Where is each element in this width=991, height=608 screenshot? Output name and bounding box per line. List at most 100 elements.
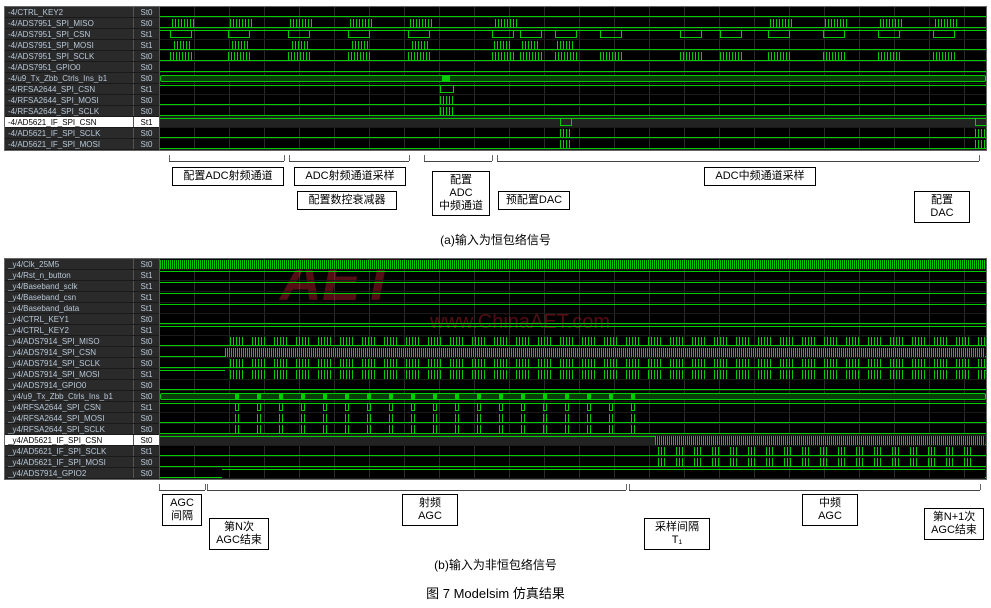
signal-row[interactable]: -4/ADS7951_SPI_MOSISt1 xyxy=(5,40,159,51)
signal-row[interactable]: _y4/CTRL_KEY1St0 xyxy=(5,314,159,325)
signal-row[interactable]: _y4/ADS7914_SPI_CSNSt0 xyxy=(5,347,159,358)
waveform-row[interactable] xyxy=(160,139,986,150)
signal-row[interactable]: _y4/ADS7914_SPI_SCLKSt0 xyxy=(5,358,159,369)
waveform-row[interactable] xyxy=(160,259,986,270)
annotations-a: 配置ADC射频通道ADC射频通道采样配置数控衰减器配置ADC 中频通道预配置DA… xyxy=(4,155,987,225)
signal-name: -4/CTRL_KEY2 xyxy=(5,7,133,17)
waveform-row[interactable] xyxy=(160,402,986,413)
signal-name: _y4/u9_Tx_Zbb_Ctrls_Ins_b1 xyxy=(5,391,133,401)
signal-name: _y4/Baseband_csn xyxy=(5,292,133,302)
waveform-row[interactable] xyxy=(160,468,986,479)
signal-row[interactable]: _y4/Baseband_csnSt1 xyxy=(5,292,159,303)
waveform-row[interactable] xyxy=(160,73,986,84)
waveform-row[interactable] xyxy=(160,62,986,73)
signal-value: St1 xyxy=(133,270,159,280)
signal-value: St0 xyxy=(133,139,159,149)
waveform-row[interactable] xyxy=(160,270,986,281)
signal-row[interactable]: _y4/ADS7914_GPIO2St0 xyxy=(5,468,159,479)
signal-row[interactable]: -4/RFSA2644_SPI_CSNSt1 xyxy=(5,84,159,95)
signal-value: St0 xyxy=(133,424,159,434)
span-tick xyxy=(979,155,980,161)
signal-row[interactable]: -4/ADS7951_SPI_MISOSt0 xyxy=(5,18,159,29)
signal-row[interactable]: _y4/Clk_25M5St0 xyxy=(5,259,159,270)
span-tick xyxy=(629,484,630,490)
waveform-row[interactable] xyxy=(160,457,986,468)
signal-name: _y4/AD5621_IF_SPI_SCLK xyxy=(5,446,133,456)
signal-row[interactable]: _y4/ADS7914_SPI_MOSISt1 xyxy=(5,369,159,380)
waveform-row[interactable] xyxy=(160,391,986,402)
signal-row[interactable]: -4/AD5621_IF_SPI_CSNSt1 xyxy=(5,117,159,128)
waveform-row[interactable] xyxy=(160,369,986,380)
waveform-row[interactable] xyxy=(160,29,986,40)
signal-row[interactable]: -4/ADS7951_GPIO0St0 xyxy=(5,62,159,73)
signal-row[interactable]: _y4/RFSA2644_SPI_MOSISt0 xyxy=(5,413,159,424)
waveform-row[interactable] xyxy=(160,435,986,446)
signal-row[interactable]: _y4/Baseband_dataSt1 xyxy=(5,303,159,314)
waveform-row[interactable] xyxy=(160,7,986,18)
signal-name: _y4/Baseband_data xyxy=(5,303,133,313)
signal-name: -4/ADS7951_SPI_MISO xyxy=(5,18,133,28)
signal-value: St1 xyxy=(133,292,159,302)
span-tick xyxy=(424,155,425,161)
waveform-row[interactable] xyxy=(160,336,986,347)
signal-row[interactable]: _y4/AD5621_IF_SPI_CSNSt0 xyxy=(5,435,159,446)
waveform-row[interactable] xyxy=(160,106,986,117)
waveform-row[interactable] xyxy=(160,303,986,314)
waveform-panel-b: _y4/Clk_25M5St0_y4/Rst_n_buttonSt1_y4/Ba… xyxy=(4,258,987,480)
annotation-box: 预配置DAC xyxy=(498,191,570,210)
signal-row[interactable]: _y4/u9_Tx_Zbb_Ctrls_Ins_b1St0 xyxy=(5,391,159,402)
signal-row[interactable]: _y4/ADS7914_SPI_MISOSt0 xyxy=(5,336,159,347)
waveform-row[interactable] xyxy=(160,128,986,139)
signal-row[interactable]: _y4/RFSA2644_SPI_SCLKSt0 xyxy=(5,424,159,435)
waveform-row[interactable] xyxy=(160,51,986,62)
signal-row[interactable]: _y4/RFSA2644_SPI_CSNSt1 xyxy=(5,402,159,413)
waveform-row[interactable] xyxy=(160,18,986,29)
annotation-box: 第N次 AGC结束 xyxy=(209,518,269,550)
waveform-row[interactable] xyxy=(160,358,986,369)
signal-row[interactable]: -4/ADS7951_SPI_CSNSt1 xyxy=(5,29,159,40)
signal-name: _y4/Rst_n_button xyxy=(5,270,133,280)
signal-row[interactable]: -4/AD5621_IF_SPI_SCLKSt0 xyxy=(5,128,159,139)
span-line xyxy=(424,161,492,162)
signal-name: -4/u9_Tx_Zbb_Ctrls_Ins_b1 xyxy=(5,73,133,83)
signal-row[interactable]: _y4/Rst_n_buttonSt1 xyxy=(5,270,159,281)
annotations-b: AGC 间隔第N次 AGC结束射频AGC采样间隔T₁中频AGC第N+1次 AGC… xyxy=(4,484,987,550)
waveform-row[interactable] xyxy=(160,314,986,325)
span-line xyxy=(497,161,979,162)
signal-row[interactable]: -4/CTRL_KEY2St0 xyxy=(5,7,159,18)
waveform-row[interactable] xyxy=(160,424,986,435)
signal-row[interactable]: _y4/AD5621_IF_SPI_SCLKSt1 xyxy=(5,446,159,457)
signal-row[interactable]: _y4/Baseband_sclkSt1 xyxy=(5,281,159,292)
signal-row[interactable]: _y4/AD5621_IF_SPI_MOSISt0 xyxy=(5,457,159,468)
span-tick xyxy=(169,155,170,161)
waveform-row[interactable] xyxy=(160,84,986,95)
waveform-row[interactable] xyxy=(160,446,986,457)
waveform-row[interactable] xyxy=(160,292,986,303)
signal-name: -4/ADS7951_SPI_CSN xyxy=(5,29,133,39)
signal-name: -4/AD5621_IF_SPI_SCLK xyxy=(5,128,133,138)
waveform-row[interactable] xyxy=(160,117,986,128)
signal-row[interactable]: -4/u9_Tx_Zbb_Ctrls_Ins_b1St0 xyxy=(5,73,159,84)
signal-name: -4/RFSA2644_SPI_MOSI xyxy=(5,95,133,105)
signal-row[interactable]: _y4/CTRL_KEY2St1 xyxy=(5,325,159,336)
signal-row[interactable]: -4/ADS7951_SPI_SCLKSt0 xyxy=(5,51,159,62)
signal-value: St0 xyxy=(133,413,159,423)
waveform-row[interactable] xyxy=(160,95,986,106)
waveform-row[interactable] xyxy=(160,325,986,336)
signal-value: St1 xyxy=(133,281,159,291)
signal-row[interactable]: _y4/ADS7914_GPIO0St0 xyxy=(5,380,159,391)
span-tick xyxy=(497,155,498,161)
waveform-row[interactable] xyxy=(160,281,986,292)
signal-row[interactable]: -4/RFSA2644_SPI_SCLKSt0 xyxy=(5,106,159,117)
signal-row[interactable]: -4/AD5621_IF_SPI_MOSISt0 xyxy=(5,139,159,150)
signal-row[interactable]: -4/RFSA2644_SPI_MOSISt0 xyxy=(5,95,159,106)
waveform-row[interactable] xyxy=(160,380,986,391)
signal-value: St1 xyxy=(133,402,159,412)
signal-name: -4/ADS7951_GPIO0 xyxy=(5,62,133,72)
signal-value: St0 xyxy=(133,435,159,445)
waveform-row[interactable] xyxy=(160,347,986,358)
waveform-row[interactable] xyxy=(160,413,986,424)
waveform-row[interactable] xyxy=(160,40,986,51)
span-tick xyxy=(284,155,285,161)
signal-value: St0 xyxy=(133,358,159,368)
